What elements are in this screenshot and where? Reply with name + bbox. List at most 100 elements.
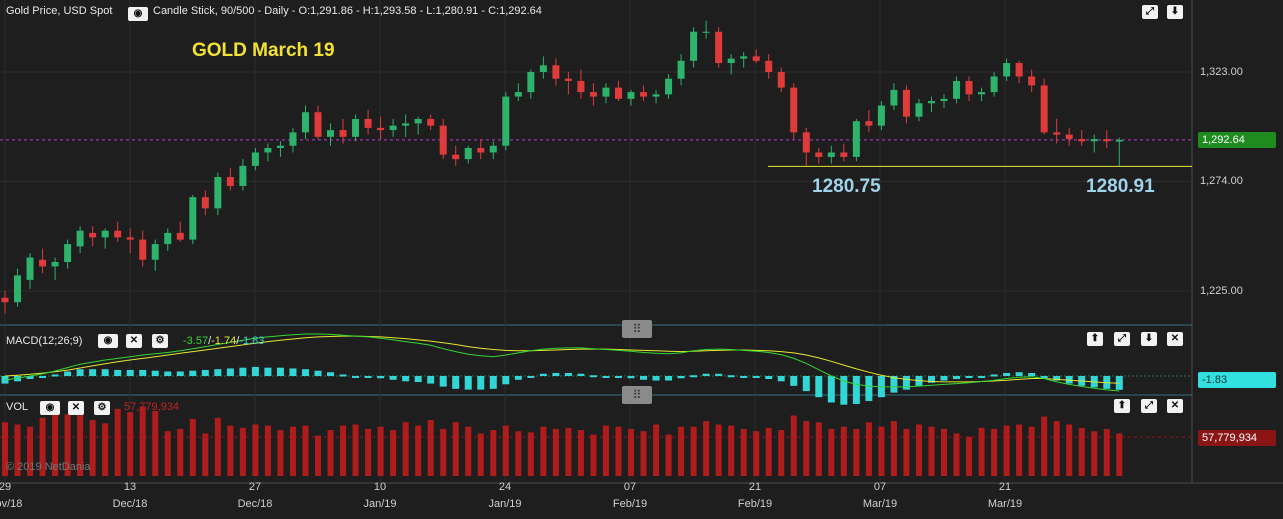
volume-bar xyxy=(527,432,534,476)
macd-histogram-bar xyxy=(226,368,234,376)
candle-body xyxy=(865,121,873,126)
macd-histogram-bar xyxy=(815,376,823,398)
candle-body xyxy=(765,60,773,72)
vol-move-up-button[interactable]: ⬆ xyxy=(1114,399,1130,413)
volume-bar xyxy=(602,425,609,476)
candle-body xyxy=(114,230,122,238)
macd-visibility-button[interactable]: ◉ xyxy=(98,334,118,348)
volume-bar xyxy=(1078,427,1085,476)
volume-bar xyxy=(377,426,384,476)
macd-histogram-bar xyxy=(652,376,660,381)
macd-histogram-bar xyxy=(890,376,898,393)
close-icon: ✕ xyxy=(129,335,139,346)
macd-histogram-bar xyxy=(64,371,72,376)
candle-body xyxy=(176,232,184,240)
vol-remove-button[interactable]: ✕ xyxy=(68,401,84,415)
candle-body xyxy=(564,78,572,81)
macd-histogram-bar xyxy=(953,376,961,380)
gear-icon: ⚙ xyxy=(97,402,107,413)
vol-visibility-button[interactable]: ◉ xyxy=(40,401,60,415)
macd-histogram-bar xyxy=(176,371,184,376)
macd-move-up-button[interactable]: ⬆ xyxy=(1087,332,1103,346)
macd-histogram-bar xyxy=(752,376,760,378)
visibility-toggle-button[interactable]: ◉ xyxy=(128,7,148,21)
macd-settings-button[interactable]: ⚙ xyxy=(152,334,168,348)
candle-body xyxy=(264,147,272,153)
volume-bar xyxy=(64,414,71,476)
macd-histogram-bar xyxy=(189,370,197,376)
volume-bar xyxy=(803,421,810,476)
candle-body xyxy=(752,56,760,61)
volume-bar xyxy=(565,427,572,476)
candle-body xyxy=(1015,63,1023,77)
macd-histogram-bar xyxy=(164,371,172,376)
macd-histogram-bar xyxy=(865,376,873,401)
expand-button[interactable]: ⤢ xyxy=(1142,5,1158,19)
macd-histogram-bar xyxy=(251,366,259,376)
macd-value: -3.57 xyxy=(183,335,209,347)
candle-body xyxy=(1065,134,1073,140)
candle-body xyxy=(702,31,710,33)
candle-body xyxy=(201,197,209,209)
volume-bar xyxy=(690,426,697,476)
macd-histogram-bar xyxy=(101,369,109,376)
x-tick-month: Dec/18 xyxy=(112,498,148,510)
candle-body xyxy=(877,105,885,126)
candle-body xyxy=(677,60,685,79)
volume-bar xyxy=(778,430,785,476)
volume-bar xyxy=(966,436,973,476)
volume-bar xyxy=(427,420,434,476)
volume-bar xyxy=(577,430,584,476)
volume-bar xyxy=(1016,424,1023,476)
candle-body xyxy=(26,257,34,280)
macd-histogram-bar xyxy=(214,369,222,376)
macd-histogram-bar xyxy=(1003,372,1011,376)
macd-expand-button[interactable]: ⤢ xyxy=(1114,332,1130,346)
candle-body xyxy=(815,152,823,157)
macd-histogram-bar xyxy=(14,376,22,382)
candle-body xyxy=(1053,132,1061,135)
volume-bar xyxy=(202,433,209,476)
volume-bar xyxy=(678,426,685,476)
collapse-button[interactable]: ⬇ xyxy=(1167,5,1183,19)
gear-icon: ⚙ xyxy=(155,335,165,346)
candle-body xyxy=(1078,139,1086,142)
macd-histogram-bar xyxy=(715,373,723,376)
macd-histogram-bar xyxy=(276,367,284,376)
candle-body xyxy=(539,65,547,72)
macd-histogram-bar xyxy=(477,376,485,390)
vol-expand-button[interactable]: ⤢ xyxy=(1141,399,1157,413)
x-tick-month: Mar/19 xyxy=(862,498,898,510)
x-tick-month: Dec/18 xyxy=(237,498,273,510)
last-price-label: 1,292.64 xyxy=(1198,132,1276,148)
candle-body xyxy=(902,89,910,117)
macd-histogram-bar xyxy=(452,376,460,389)
volume-bar xyxy=(853,428,860,476)
y-tick-label: 1,274.00 xyxy=(1200,175,1243,187)
volume-bar xyxy=(753,431,760,476)
vol-close-button[interactable]: ✕ xyxy=(1167,399,1183,413)
volume-bar xyxy=(77,411,84,476)
vol-settings-button[interactable]: ⚙ xyxy=(94,401,110,415)
volume-bar xyxy=(715,424,722,476)
volume-bar xyxy=(941,428,947,476)
macd-histogram-bar xyxy=(827,376,835,403)
x-tick-day: 07 xyxy=(623,481,637,493)
grip-icon: ⠿ xyxy=(632,388,642,402)
volume-bar xyxy=(214,417,221,476)
macd-histogram-bar xyxy=(602,376,610,378)
expand-icon: ⤢ xyxy=(1146,6,1154,17)
macd-histogram-bar xyxy=(1028,372,1036,376)
arrow-up-icon: ⬆ xyxy=(1090,333,1100,344)
panel-resize-handle[interactable]: ⠿ xyxy=(622,386,652,404)
macd-close-button[interactable]: ✕ xyxy=(1167,332,1183,346)
candle-body xyxy=(51,261,59,267)
candle-body xyxy=(514,92,522,97)
volume-bar xyxy=(1116,433,1123,476)
volume-bar xyxy=(790,415,797,476)
macd-remove-button[interactable]: ✕ xyxy=(126,334,142,348)
panel-resize-handle[interactable]: ⠿ xyxy=(622,320,652,338)
vol-panel-name: VOL xyxy=(6,401,29,413)
macd-move-down-button[interactable]: ⬇ xyxy=(1141,332,1157,346)
volume-bar xyxy=(928,426,935,476)
